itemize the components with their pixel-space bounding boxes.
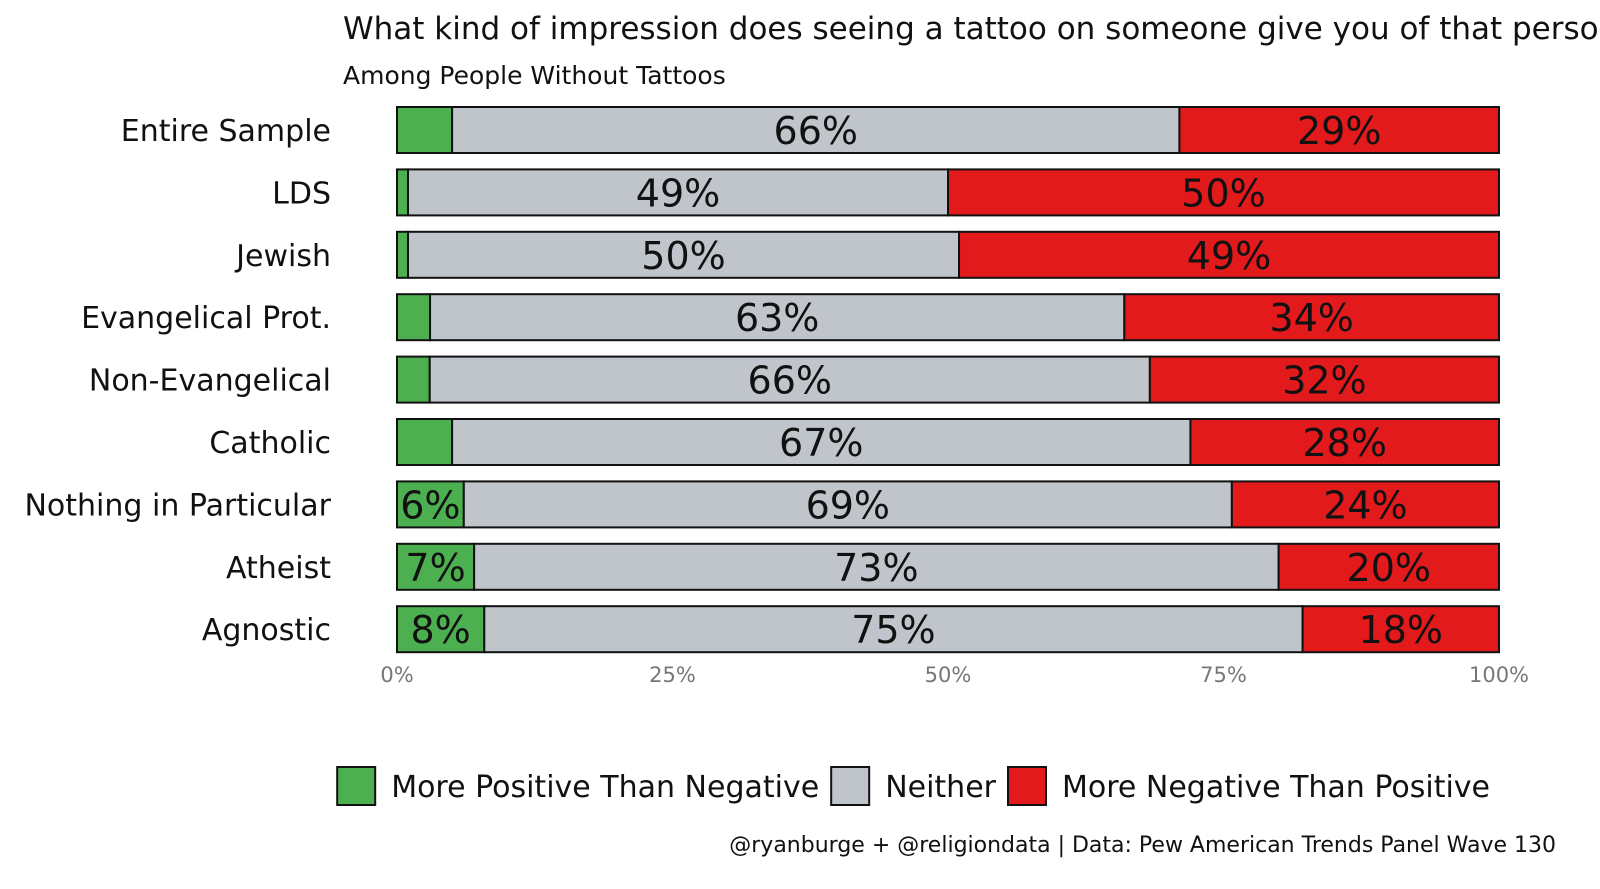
bar-segment <box>1301 605 1501 654</box>
category-label: Atheist <box>226 551 331 586</box>
bar-segment <box>1123 293 1500 342</box>
bar-value-label: 63% <box>735 296 819 340</box>
bar-value-label: 6% <box>400 483 460 527</box>
bar-segment <box>958 230 1500 279</box>
bar-value-label: 18% <box>1359 608 1443 652</box>
bar-value-label: 67% <box>779 421 863 465</box>
bar-value-label: 75% <box>851 608 935 652</box>
category-label: Catholic <box>209 426 331 461</box>
bar-value-label: 69% <box>806 483 890 527</box>
bar-value-label: 49% <box>636 171 720 215</box>
bar-segment <box>1189 418 1500 466</box>
bars <box>396 106 1501 654</box>
x-tick-label: 0% <box>380 663 413 687</box>
bar-segment <box>947 168 1500 217</box>
category-label: Jewish <box>234 239 331 274</box>
legend-label: Neither <box>885 770 996 805</box>
x-tick-label: 100% <box>1469 663 1529 687</box>
x-tick-label: 50% <box>925 663 972 687</box>
category-label: Entire Sample <box>121 114 331 149</box>
bar-segment <box>483 605 1304 654</box>
bar-segment <box>407 230 961 279</box>
bar-segment <box>428 355 1151 404</box>
bar-segment <box>451 106 1181 154</box>
bar-segment <box>1178 106 1501 154</box>
bar-value-label: 34% <box>1269 296 1353 340</box>
x-tick-label: 75% <box>1200 663 1247 687</box>
bar-value-label: 8% <box>410 608 470 652</box>
bar-segment <box>451 418 1192 466</box>
bar-segment <box>396 168 410 217</box>
x-tick-label: 25% <box>649 663 696 687</box>
chart-subtitle: Among People Without Tattoos <box>343 61 726 90</box>
bar-segment <box>396 293 432 342</box>
category-labels: Entire Sample LDS Jewish Evangelical Prot. N… <box>24 114 331 648</box>
category-label: Non-Evangelical <box>89 364 331 399</box>
x-axis: 0% 25% 50% 75% 100% <box>380 663 1529 687</box>
bar-value-label: 7% <box>405 546 465 590</box>
bar-segment <box>396 106 454 154</box>
bar-segment <box>1148 355 1500 404</box>
bar-value-label: 20% <box>1347 546 1431 590</box>
bar-labels: 66% 29% 49% 50% 50% 49% 63% 34% 66% 32% 67% 28% 6% 69… <box>400 109 1443 652</box>
legend: More Positive Than Negative Neither More N… <box>336 766 1490 806</box>
chart-title: What kind of impression does seeing a ta… <box>343 11 1600 47</box>
category-label: Agnostic <box>202 613 331 648</box>
bar-value-label: 66% <box>748 359 832 403</box>
bar-value-label: 29% <box>1297 109 1381 153</box>
legend-label: More Negative Than Positive <box>1062 770 1490 805</box>
category-label: Nothing in Particular <box>24 488 331 523</box>
bar-value-label: 24% <box>1323 483 1407 527</box>
bar-segment <box>396 480 465 529</box>
legend-swatch <box>336 766 377 806</box>
bar-value-label: 49% <box>1187 234 1271 278</box>
bar-value-label: 50% <box>641 234 725 278</box>
bar-segment <box>462 480 1233 529</box>
bar-segment <box>396 418 454 466</box>
bar-segment <box>1277 542 1500 591</box>
chart-caption: @ryanburge + @religiondata | Data: Pew A… <box>729 833 1556 858</box>
bar-value-label: 73% <box>834 546 918 590</box>
bar-segment <box>396 542 476 591</box>
bar-segment <box>1230 480 1501 529</box>
legend-label: More Positive Than Negative <box>391 770 819 805</box>
category-label: Evangelical Prot. <box>81 301 331 336</box>
bar-segment <box>396 605 486 654</box>
bar-value-label: 28% <box>1302 421 1386 465</box>
bar-value-label: 66% <box>774 109 858 153</box>
bar-value-label: 32% <box>1282 359 1366 403</box>
bar-segment <box>429 293 1126 342</box>
category-label: LDS <box>272 176 331 211</box>
bar-segment <box>396 355 431 404</box>
bar-value-label: 50% <box>1181 171 1265 215</box>
bar-segment <box>396 230 410 279</box>
legend-swatch <box>830 766 871 806</box>
legend-swatch <box>1007 766 1047 806</box>
